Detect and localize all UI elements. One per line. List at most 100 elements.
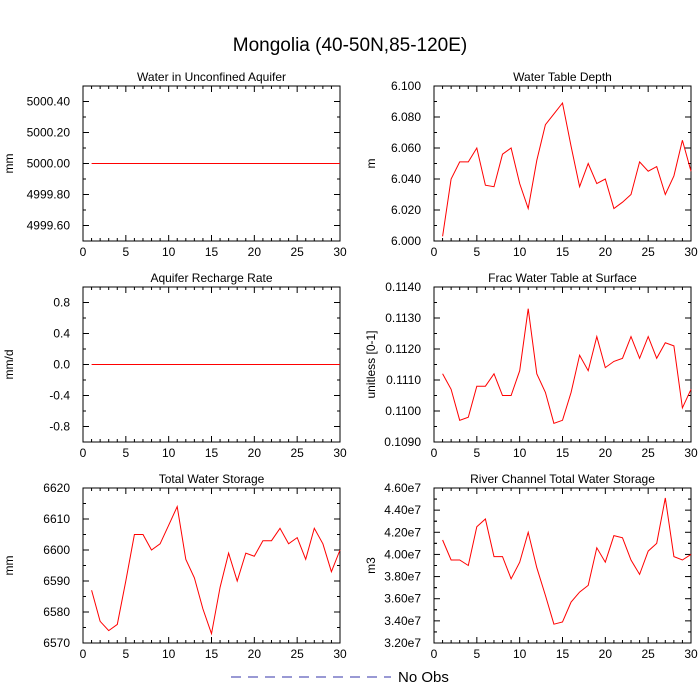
x-tick-label: 10: [513, 245, 527, 259]
x-tick-label: 25: [641, 647, 655, 661]
y-tick-label: 6.020: [391, 203, 421, 217]
y-tick-label: 4.40e7: [384, 503, 421, 517]
y-tick-label: 0.4: [53, 327, 70, 341]
x-tick-label: 30: [333, 647, 347, 661]
x-tick-label: 5: [122, 446, 129, 460]
x-tick-label: 30: [684, 647, 698, 661]
y-tick-label: 4.00e7: [384, 547, 421, 561]
plot-frame: [433, 85, 692, 242]
y-tick-label: 6.040: [391, 172, 421, 186]
panel-title: River Channel Total Water Storage: [470, 472, 655, 486]
x-tick-label: 30: [684, 446, 698, 460]
y-tick-label: 4999.60: [27, 219, 71, 233]
y-tick-label: 6610: [43, 512, 70, 526]
x-tick-label: 25: [290, 446, 304, 460]
y-tick-label: 0.1120: [385, 342, 421, 356]
y-tick-label: 6580: [43, 605, 70, 619]
panel-total-water-storage: Total Water Storage 0 5 10 15 20 25 30 6570 6580 6…: [2, 472, 347, 661]
x-tick-label: 30: [333, 446, 347, 460]
y-tick-label: 6620: [43, 481, 70, 495]
y-axis-label: mm/d: [2, 350, 16, 380]
y-axis-label: m: [364, 159, 378, 169]
x-tick-label: 0: [80, 446, 87, 460]
y-tick-label: 0.1140: [385, 280, 421, 294]
x-tick-label: 20: [599, 245, 613, 259]
y-tick-label: 4999.80: [27, 188, 71, 202]
y-axis-label: mm: [2, 154, 16, 174]
x-tick-label: 25: [290, 245, 304, 259]
y-tick-label: 6590: [43, 574, 70, 588]
series-line-1850-134: [442, 101, 692, 237]
y-tick-label: 3.80e7: [384, 570, 421, 584]
x-tick-label: 30: [333, 245, 347, 259]
panel-title: Frac Water Table at Surface: [488, 271, 637, 285]
panel-title: Water Table Depth: [513, 70, 612, 84]
x-tick-label: 20: [248, 245, 262, 259]
panel-frac-water-table-at-surface: Frac Water Table at Surface 0 5 10 15 20 25 30 0…: [364, 271, 698, 460]
y-tick-label: 5000.20: [27, 126, 71, 140]
plot-frame: [433, 487, 692, 644]
x-tick-label: 20: [248, 647, 262, 661]
y-tick-label: 6600: [43, 543, 70, 557]
panel-aquifer-recharge-rate: Aquifer Recharge Rate 0 5 10 15 20 25 30 -0.8 -0.…: [2, 271, 347, 460]
y-tick-label: -0.8: [49, 420, 70, 434]
x-tick-label: 15: [556, 647, 570, 661]
x-tick-label: 0: [431, 446, 438, 460]
x-tick-label: 5: [473, 647, 480, 661]
series-line-1850-134: [91, 504, 341, 636]
y-tick-label: 3.20e7: [384, 636, 421, 650]
x-tick-label: 15: [205, 647, 219, 661]
panel-water-in-unconfined-aquifer: Water in Unconfined Aquifer 0 5 10 15 20 25 30 4…: [2, 70, 347, 259]
x-tick-label: 15: [205, 446, 219, 460]
x-tick-label: 5: [122, 647, 129, 661]
series-line-1850-134: [442, 497, 692, 625]
x-tick-label: 25: [641, 446, 655, 460]
x-tick-label: 0: [431, 647, 438, 661]
panels: Water in Unconfined Aquifer 0 5 10 15 20 25 30 4…: [2, 70, 698, 661]
x-tick-label: 15: [556, 245, 570, 259]
y-tick-label: 0.1110: [386, 373, 421, 387]
y-axis-label: mm: [2, 556, 16, 576]
panel-river-channel-total-water-storage: River Channel Total Water Storage 0 5 10 15 2…: [364, 472, 698, 661]
y-tick-label: 6.060: [391, 141, 421, 155]
x-tick-label: 15: [556, 446, 570, 460]
y-axis-label: unitless [0-1]: [364, 330, 378, 398]
plot-frame: [82, 487, 341, 644]
panel-water-table-depth: Water Table Depth 0 5 10 15 20 25 30 6.000 6.020 6…: [364, 70, 698, 259]
y-tick-label: 0.0: [53, 358, 70, 372]
y-tick-label: 4.20e7: [384, 525, 421, 539]
y-tick-label: 0.1130: [385, 311, 421, 325]
y-axis-label: m3: [364, 557, 378, 574]
x-tick-label: 25: [290, 647, 304, 661]
x-tick-label: 10: [162, 446, 176, 460]
x-tick-label: 30: [684, 245, 698, 259]
x-tick-label: 20: [248, 446, 262, 460]
x-tick-label: 0: [431, 245, 438, 259]
y-tick-label: 6.100: [391, 79, 421, 93]
x-tick-label: 5: [473, 245, 480, 259]
x-tick-label: 10: [162, 647, 176, 661]
x-tick-label: 10: [513, 446, 527, 460]
y-tick-label: 0.8: [53, 296, 70, 310]
x-tick-label: 0: [80, 245, 87, 259]
panel-title: Total Water Storage: [159, 472, 265, 486]
y-tick-label: 0.1090: [384, 435, 421, 449]
y-tick-label: 5000.00: [27, 157, 71, 171]
x-tick-label: 5: [473, 446, 480, 460]
y-tick-label: 6.080: [391, 110, 421, 124]
y-tick-label: 5000.40: [27, 95, 71, 109]
y-tick-label: -0.4: [49, 389, 70, 403]
legend-label-no-obs: No Obs: [398, 669, 449, 686]
x-tick-label: 20: [599, 446, 613, 460]
series-line-1850-134: [442, 308, 692, 425]
figure-title: Mongolia (40-50N,85-120E): [233, 35, 467, 56]
panel-title: Water in Unconfined Aquifer: [137, 70, 286, 84]
y-tick-label: 0.1100: [385, 404, 421, 418]
x-tick-label: 10: [162, 245, 176, 259]
y-tick-label: 3.40e7: [384, 614, 421, 628]
y-tick-label: 3.60e7: [384, 592, 421, 606]
x-tick-label: 20: [599, 647, 613, 661]
x-tick-label: 25: [641, 245, 655, 259]
x-tick-label: 0: [80, 647, 87, 661]
